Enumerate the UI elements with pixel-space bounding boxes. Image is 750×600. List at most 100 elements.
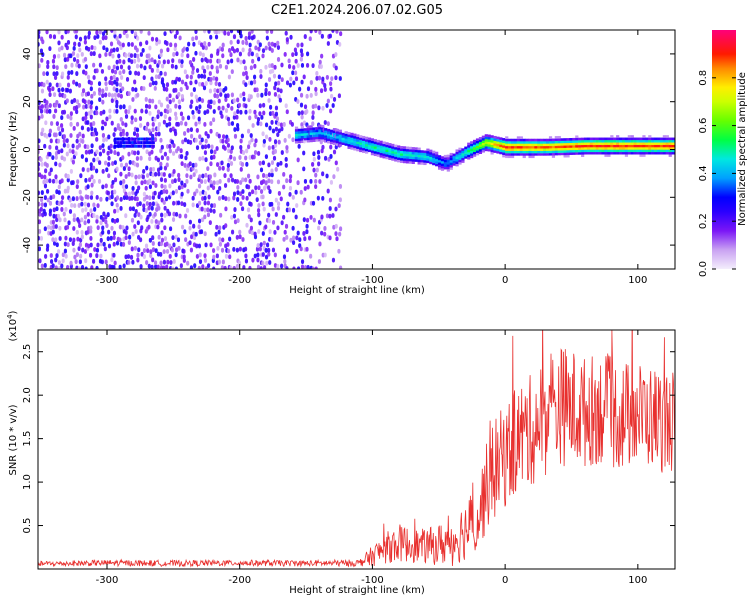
spectrogram-cell (651, 139, 655, 143)
spectrogram-cell (230, 105, 234, 111)
spectrogram-cell (327, 156, 331, 162)
spectrogram-cell (118, 126, 122, 132)
spectrogram-cell (502, 152, 506, 155)
colorbar-tick-label: 0.0 (698, 261, 709, 277)
spectrogram-cell (213, 172, 217, 178)
spectrogram-cell (125, 131, 129, 137)
spectrogram-cell (142, 191, 147, 197)
spectrogram-cell (168, 108, 172, 113)
spectrogram-cell (143, 141, 147, 145)
spectrogram-cell (323, 252, 327, 258)
spectrogram-cell (601, 149, 605, 153)
spectrogram-cell (370, 138, 375, 141)
spectrogram-cell (289, 237, 293, 243)
spectrogram-cell (645, 144, 649, 148)
spectrogram-cell (151, 241, 155, 246)
spectrogram-cell (147, 263, 151, 269)
spectrogram-cell (57, 201, 61, 207)
spectrogram-cell (312, 134, 316, 138)
spectrogram-cell (604, 149, 608, 153)
spectrogram-cell (60, 148, 64, 154)
spectrogram-cell (443, 164, 448, 168)
spectrogram-cell (324, 128, 328, 131)
spectrogram-cell (157, 220, 161, 226)
spectrogram-cell (557, 145, 561, 149)
spectrogram-cell (350, 139, 354, 143)
spectrogram-cell (124, 53, 128, 58)
spectrogram-cell (59, 123, 64, 128)
spectrogram-cell (496, 146, 500, 149)
y-tick-label: 2.0 (22, 387, 33, 403)
spectrogram-cell (405, 156, 410, 159)
spectrogram-cell (127, 191, 132, 197)
spectrogram-cell (92, 165, 96, 171)
spectrogram-cell (581, 144, 585, 148)
spectrogram-cell (75, 109, 79, 115)
spectrogram-cell (496, 143, 500, 147)
spectrogram-cell (39, 108, 44, 114)
spectrogram-cell (347, 132, 351, 135)
spectrogram-cell (130, 59, 134, 65)
spectrogram-cell (420, 162, 424, 165)
spectrogram-cell (52, 71, 56, 77)
spectrogram-cell (540, 141, 544, 144)
spectrogram-cell (130, 115, 134, 121)
spectrogram-cell (173, 46, 177, 52)
spectrogram-cell (376, 144, 380, 148)
spectrogram-cell (397, 150, 401, 153)
spectrogram-cell (241, 40, 245, 45)
spectrogram-cell (586, 139, 591, 143)
spectrogram-cell (350, 135, 354, 138)
spectrogram-cell (543, 145, 547, 149)
spectrogram-cell (177, 245, 181, 251)
spectrogram-cell (271, 206, 275, 212)
spectrogram-cell (246, 128, 251, 134)
spectrogram-cell (306, 125, 310, 129)
spectrogram-cell (52, 92, 57, 98)
spectrogram-cell (235, 179, 240, 184)
spectrogram-cell (65, 224, 70, 230)
spectrogram-cell (226, 248, 231, 254)
spectrogram-cell (54, 265, 58, 269)
spectrogram-cell (289, 34, 293, 40)
spectrogram-cell (209, 242, 213, 248)
spectrogram-cell (236, 97, 240, 103)
spectrogram-cell (262, 138, 266, 144)
spectrogram-cell (337, 93, 342, 99)
spectrogram-cell (449, 167, 453, 170)
spectrogram-cell (668, 142, 672, 145)
spectrogram-cell (481, 142, 485, 146)
spectrogram-cell (265, 35, 269, 41)
y-tick-label: 1.0 (22, 474, 33, 490)
spectrogram-cell (241, 177, 245, 183)
spectrogram-cell (57, 184, 61, 190)
spectrogram-cell (261, 160, 266, 166)
spectrogram-cell (92, 62, 96, 68)
spectrogram-cell (214, 81, 218, 86)
spectrogram-cell (89, 104, 93, 110)
spectrogram-cell (309, 130, 313, 133)
spectrogram-cell (408, 156, 412, 159)
spectrogram-cell (98, 151, 103, 157)
spectrogram-cell (48, 178, 52, 184)
spectrogram-cell (55, 71, 59, 76)
spectrogram-cell (48, 108, 52, 114)
spectrogram-cell (534, 150, 538, 154)
spectrogram-cell (260, 92, 264, 98)
spectrogram-cell (180, 59, 184, 65)
spectrogram-cell (139, 52, 143, 57)
spectrogram-cell (136, 257, 140, 263)
spectrogram-cell (305, 109, 309, 114)
spectrogram-cell (484, 134, 488, 137)
spectrogram-cell (38, 229, 42, 234)
spectrogram-cell (62, 52, 67, 58)
spectrogram-cell (150, 36, 155, 42)
spectrogram-cell (160, 217, 164, 223)
spectrogram-cell (194, 162, 198, 168)
spectrogram-cell (334, 52, 338, 57)
spectrogram-cell (179, 148, 183, 154)
spectrogram-cell (244, 253, 248, 259)
spectrogram-cell (55, 206, 59, 212)
spectrogram-cell (165, 264, 169, 269)
spectrogram-cell (382, 148, 386, 152)
